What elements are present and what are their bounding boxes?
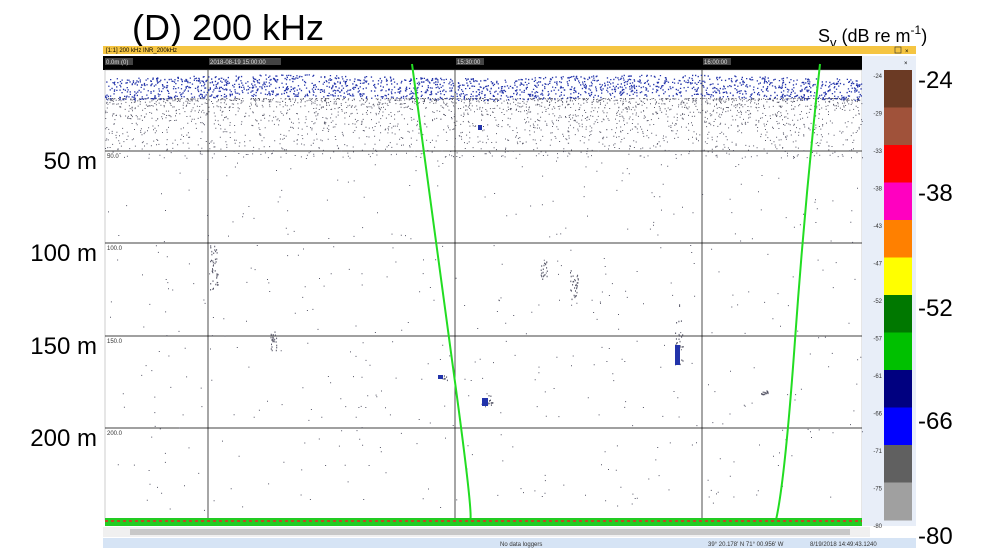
colorbar-label: -24 — [873, 74, 882, 80]
scale-label: -38 — [918, 180, 953, 207]
colorbar-swatch — [884, 332, 912, 371]
time-label-box — [209, 58, 281, 65]
figure-title: (D) 200 kHz — [132, 7, 324, 48]
colorbar-label: -71 — [873, 449, 882, 455]
close-button[interactable]: × — [905, 49, 909, 55]
colorbar-swatch — [884, 107, 912, 146]
echogram — [104, 69, 863, 521]
bottom-line — [411, 63, 472, 521]
scale-label: -66 — [918, 408, 953, 435]
colorbar-swatch — [884, 295, 912, 333]
colorbar-label: -29 — [873, 112, 882, 118]
colorbar-label: -75 — [873, 487, 882, 493]
depth-tick: 150.0 — [107, 339, 123, 345]
colorbar-swatch — [884, 407, 912, 446]
time-label: 0.0m (0) — [106, 60, 128, 66]
unit-subscript: v — [830, 35, 837, 50]
colorbar-swatch — [884, 182, 912, 221]
restore-button[interactable] — [894, 46, 902, 54]
depth-tick: 50.0 — [107, 154, 119, 160]
status-position: 39° 20.178' N 71° 00.956' W — [708, 542, 784, 548]
depth-label: 50 m — [44, 148, 97, 175]
colorbar-swatch — [884, 70, 912, 108]
colorbar-label: -80 — [873, 524, 882, 530]
time-label: 2018-08-19 15:00:00 — [210, 60, 266, 66]
window-title: [1:1] 200 kHz INR_200kHz — [106, 48, 177, 54]
colorbar-label: -38 — [873, 187, 882, 193]
colorbar-swatch — [884, 145, 912, 183]
colorbar-swatch — [884, 370, 912, 408]
bottom-band — [105, 518, 862, 526]
scale-label: -52 — [918, 295, 953, 322]
colorbar-label: -52 — [873, 299, 882, 305]
depth-label: 200 m — [30, 425, 97, 452]
time-label: 16:00:00 — [704, 60, 728, 66]
depth-label: 100 m — [30, 240, 97, 267]
colorbar-label: -57 — [873, 337, 882, 343]
colorbar-label: -66 — [873, 412, 882, 418]
colorbar-label: -43 — [873, 224, 882, 230]
colorbar-swatch — [884, 257, 912, 296]
grid — [105, 70, 862, 520]
unit-superscript: -1 — [911, 23, 922, 37]
time-ruler — [103, 56, 870, 70]
colorbar-label: -33 — [873, 149, 882, 155]
unit-symbol: S — [818, 26, 830, 46]
time-label-box — [105, 58, 133, 65]
status-loggers: No data loggers — [500, 542, 542, 548]
scale-label: -24 — [918, 67, 953, 94]
status-bar — [103, 538, 916, 548]
colorbar-swatch — [884, 220, 912, 258]
colorbar-label: -47 — [873, 262, 882, 268]
scale-label: -80 — [918, 523, 953, 548]
colorbar-label: -61 — [873, 374, 882, 380]
depth-tick: 100.0 — [107, 246, 123, 252]
unit-text: (dB re m — [837, 26, 911, 46]
colorbar-swatch — [884, 445, 912, 483]
scrollbar-thumb[interactable] — [130, 529, 850, 535]
echo-scatter — [105, 98, 863, 511]
status-timestamp: 8/19/2018 14:49:43.1240 — [810, 542, 877, 548]
time-label-box — [703, 58, 731, 65]
bottom-line — [775, 63, 821, 521]
unit-close: ) — [921, 26, 927, 46]
time-label-box — [456, 58, 484, 65]
colorbar-close[interactable]: × — [904, 61, 908, 67]
depth-label: 150 m — [30, 333, 97, 360]
unit-label: Sv (dB re m-1) — [818, 23, 927, 50]
depth-tick: 200.0 — [107, 431, 123, 437]
time-label: 15:30:00 — [457, 60, 481, 66]
window-titlebar — [103, 46, 916, 54]
colorbar-swatch — [884, 482, 912, 521]
